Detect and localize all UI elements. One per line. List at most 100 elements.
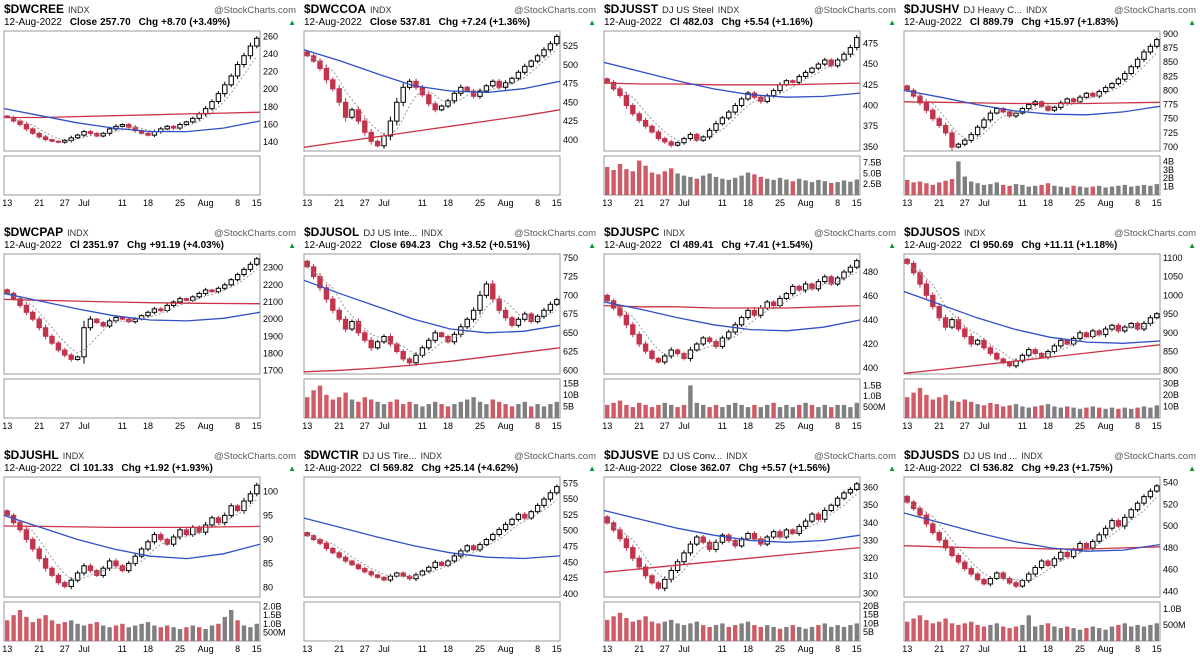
chart-card-DJUSOS[interactable]: $DJUSOS INDX @StockCharts.com 12-Aug-2022 Cl…	[900, 223, 1200, 446]
y-axis-label: 330	[863, 536, 878, 546]
dotted-ma-line	[906, 52, 1158, 141]
candle-body	[342, 556, 349, 562]
volume-bar	[924, 183, 929, 195]
quote-date: 12-Aug-2022	[604, 463, 662, 474]
x-axis-label: Jul	[78, 644, 90, 654]
x-axis-label: 21	[934, 421, 944, 431]
y-axis-label: 160	[263, 120, 278, 130]
candle-body	[522, 65, 528, 73]
volume-axis-label: 10B	[1163, 401, 1179, 411]
x-axis-label: 18	[1043, 198, 1053, 208]
x-axis-label: Jul	[378, 198, 390, 208]
candle-body	[994, 352, 1000, 360]
chart-card-DWCREE[interactable]: $DWCREE INDX @StockCharts.com 12-Aug-2022 Cl…	[0, 0, 300, 223]
candle-body	[170, 536, 177, 545]
close-group: Cl 536.82	[970, 462, 1014, 475]
volume-bar	[829, 626, 834, 641]
volume-bar	[1039, 624, 1044, 641]
candle-body	[687, 133, 694, 140]
volume-bar	[784, 626, 789, 641]
candle-body	[910, 262, 917, 274]
volume-axis-label: 1.0B	[863, 391, 882, 401]
volume-axis-label: 500M	[863, 402, 886, 412]
volume-bar	[101, 625, 106, 641]
candle-body	[528, 313, 534, 322]
chart-card-DJUSHL[interactable]: $DJUSHL INDX @StockCharts.com 12-Aug-2022 Cl…	[0, 446, 300, 669]
volume-bar	[949, 400, 955, 418]
mini-chart-DJUSDS[interactable]: 540 520 500 480 460 440 1.0B 500M 13 21 27 Jul 11 18 2…	[902, 475, 1198, 661]
mini-chart-DWCREE[interactable]: 260 240 220 200 180 160 140 13 21 27 Jul 11 18 25 Aug 8…	[2, 29, 298, 215]
volume-bar	[1154, 184, 1159, 195]
candle-body	[228, 75, 234, 86]
blue-ma-line	[4, 292, 260, 322]
x-axis-label: 18	[143, 644, 153, 654]
candle-body	[1096, 330, 1102, 336]
mini-chart-DWCCOA[interactable]: 525 500 475 450 425 400 13 21 27 Jul 11 18 25 Aug 8 15	[302, 29, 598, 215]
close-label: Close	[369, 17, 398, 28]
chart-card-DWCTIR[interactable]: $DWCTIR DJ US Tire... INDX @StockCharts.com…	[300, 446, 600, 669]
y-axis-label: 460	[1163, 565, 1178, 575]
candle-body	[955, 143, 962, 148]
volume-bar	[1077, 186, 1083, 195]
close-value: 257.70	[100, 17, 131, 28]
stockcharts-watermark: @StockCharts.com	[514, 451, 596, 462]
candle-body	[1083, 543, 1090, 549]
chart-card-DJUSOL[interactable]: $DJUSOL DJ US Inte... INDX @StockCharts.com…	[300, 223, 600, 446]
volume-bar	[62, 622, 67, 641]
candle-body	[981, 579, 987, 585]
y-axis-label: 220	[263, 67, 278, 77]
chart-card-DJUSPC[interactable]: $DJUSPC INDX @StockCharts.com 12-Aug-2022 Cl…	[600, 223, 900, 446]
candle-body	[1134, 58, 1141, 68]
volume-bar	[975, 404, 980, 418]
candle-body	[470, 90, 477, 97]
volume-bar	[229, 610, 234, 641]
mini-chart-DJUSST[interactable]: 475 450 425 400 375 350 7.5B5.0B2.5B 13 21 27 Jul 1…	[602, 29, 898, 215]
red-ma-line	[904, 101, 1160, 105]
candle-body	[419, 347, 426, 356]
x-axis-label: Aug	[1098, 644, 1114, 654]
volume-bar	[477, 401, 483, 418]
candle-body	[247, 45, 254, 57]
symbol-label: $DWCPAP	[4, 225, 64, 239]
volume-bar	[905, 621, 910, 641]
chart-card-DJUSVE[interactable]: $DJUSVE DJ US Conv... INDX @StockCharts.com…	[600, 446, 900, 669]
x-axis-label: 21	[334, 421, 344, 431]
chg-value: +11.11 (+1.18%)	[1043, 240, 1118, 251]
candle-body	[822, 510, 828, 520]
candle-body	[764, 301, 770, 309]
chart-card-DJUSST[interactable]: $DJUSST DJ US Steel INDX @StockCharts.com 12…	[600, 0, 900, 223]
candle-body	[36, 548, 42, 560]
volume-bar	[771, 179, 776, 195]
candle-body	[42, 136, 49, 141]
candle-body	[904, 85, 910, 91]
x-axis-label: 15	[1152, 644, 1162, 654]
quote-line: 12-Aug-2022 Cl 569.82 Chg +25.14 (+4.62%) ▲	[302, 462, 598, 475]
chart-card-DJUSDS[interactable]: $DJUSDS DJ US Ind ... INDX @StockCharts.com…	[900, 446, 1200, 669]
volume-bar	[1090, 626, 1095, 641]
candle-body	[509, 518, 515, 525]
x-axis-label: 25	[1075, 644, 1085, 654]
chart-card-DWCPAP[interactable]: $DWCPAP INDX @StockCharts.com 12-Aug-2022 Cl…	[0, 223, 300, 446]
candle-body	[828, 59, 834, 67]
volume-bar	[158, 627, 163, 641]
x-axis-label: 21	[634, 198, 644, 208]
mini-chart-DWCTIR[interactable]: 575 550 525 500 475 450 425 400 13 21 27 Jul 11 18 25 A…	[302, 475, 598, 661]
candle-body	[381, 576, 387, 581]
candle-body	[841, 271, 847, 279]
volume-bar	[1154, 405, 1159, 418]
candle-body	[222, 284, 228, 289]
volume-axis-label: 1.5B	[263, 610, 282, 620]
candle-body	[1070, 98, 1077, 103]
chart-card-DJUSHV[interactable]: $DJUSHV DJ Heavy C... INDX @StockCharts.com…	[900, 0, 1200, 223]
candle-body	[196, 292, 202, 298]
mini-chart-DWCPAP[interactable]: 2300 2200 2100 2000 1900 1800 1700 13 21 27 Jul 11 1…	[2, 252, 298, 438]
chart-card-DWCCOA[interactable]: $DWCCOA INDX @StockCharts.com 12-Aug-2022 Cl…	[300, 0, 600, 223]
volume-bar	[81, 625, 87, 641]
volume-panel	[3, 155, 261, 196]
